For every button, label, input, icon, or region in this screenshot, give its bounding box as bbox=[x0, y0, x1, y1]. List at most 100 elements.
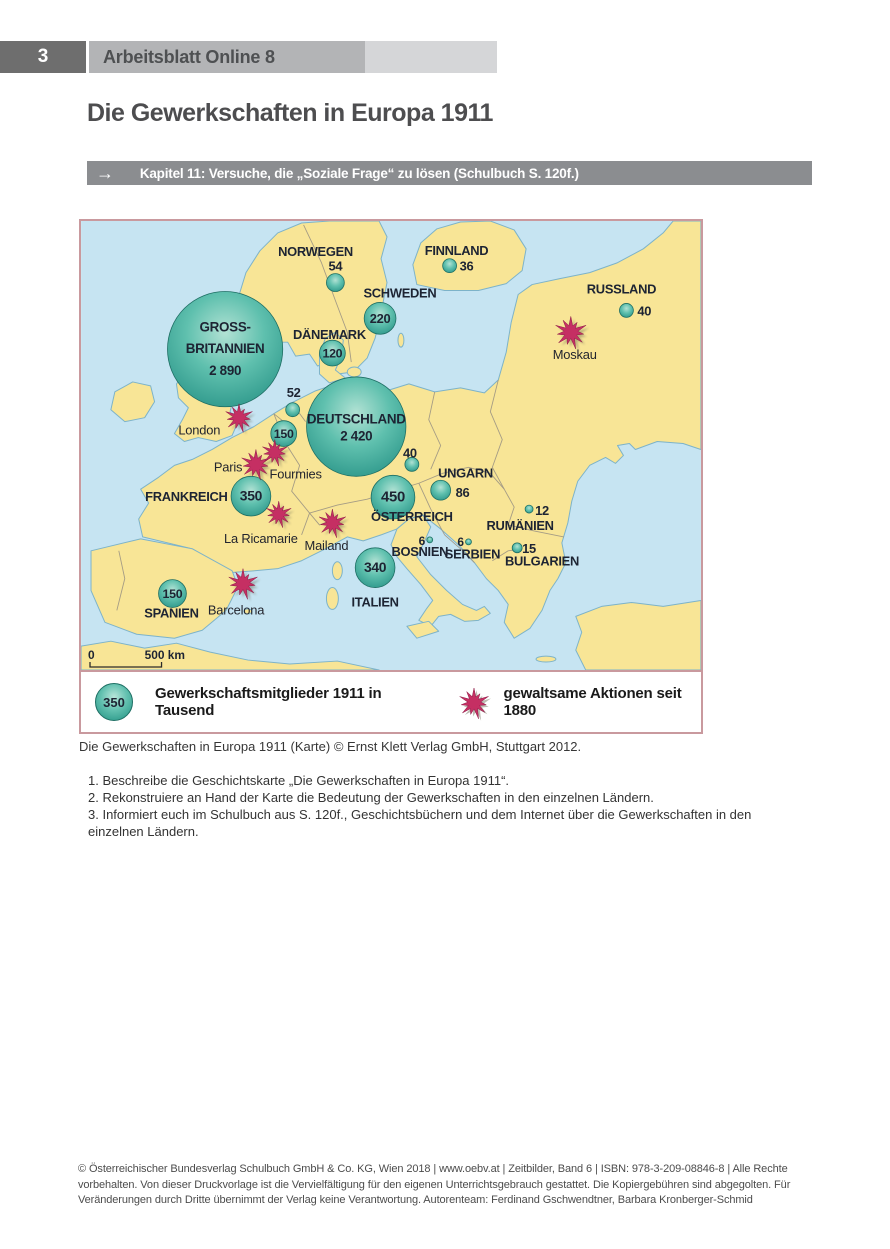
arrow-right-icon: → bbox=[96, 163, 114, 183]
country-label-oesterreich: ÖSTERREICH bbox=[371, 509, 453, 524]
map-caption: Die Gewerkschaften in Europa 1911 (Karte… bbox=[79, 739, 582, 754]
star-burst-icon bbox=[266, 501, 292, 528]
country-label-daenemark: DÄNEMARK bbox=[293, 327, 367, 342]
country-label-russland: RUSSLAND bbox=[587, 282, 656, 297]
member-circle-frankreich bbox=[230, 475, 272, 517]
member-circle-italien bbox=[354, 547, 396, 588]
island-zealand bbox=[346, 366, 362, 378]
value-label-finnland: 36 bbox=[460, 259, 474, 274]
country-spanien: 150 bbox=[158, 579, 187, 608]
chapter-banner-text: Kapitel 11: Versuche, die „Soziale Frage… bbox=[139, 165, 579, 181]
value-label-boehmen-40: 40 bbox=[403, 445, 417, 460]
city-label-fourmies: Fourmies bbox=[270, 466, 322, 481]
north-africa bbox=[81, 640, 380, 670]
island-sardinia bbox=[325, 587, 339, 610]
turkey bbox=[575, 599, 701, 670]
city-label-la-ricamarie: La Ricamarie bbox=[224, 531, 298, 546]
circle-value: 150 bbox=[274, 427, 294, 441]
member-circle-finnland bbox=[442, 258, 457, 274]
circle-text: BRITANNIEN bbox=[186, 341, 265, 356]
island-corsica bbox=[331, 561, 343, 581]
circle-value: 220 bbox=[370, 311, 391, 326]
country-label-norwegen: NORWEGEN bbox=[278, 244, 353, 259]
value-label-bulgarien: 15 bbox=[522, 541, 536, 556]
city-label-mailand: Mailand bbox=[305, 538, 349, 553]
italy bbox=[390, 514, 491, 627]
country-ungarn bbox=[430, 479, 451, 501]
member-circle-ungarn bbox=[430, 479, 451, 501]
violent-action-fourmies bbox=[262, 439, 291, 469]
star-burst-icon bbox=[225, 403, 253, 433]
city-label-barcelona: Barcelona bbox=[208, 602, 265, 617]
city-label-paris: Paris bbox=[214, 459, 242, 474]
violent-action-barcelona bbox=[228, 568, 261, 602]
legend-star-icon bbox=[459, 687, 491, 721]
country-grossbritannien: GROSS- BRITANNIEN 2 890 bbox=[167, 291, 284, 408]
circle-text: GROSS- bbox=[200, 319, 251, 334]
value-label-rumaenien: 12 bbox=[535, 503, 549, 518]
island-crete bbox=[535, 655, 557, 663]
circle-value: 150 bbox=[163, 587, 183, 601]
value-label-bosnien: 6 bbox=[419, 534, 426, 548]
violent-action-mailand bbox=[318, 509, 349, 541]
task-1: 1. Beschreibe die Geschichtskarte „Die G… bbox=[88, 773, 510, 788]
worksheet-title: Arbeitsblatt Online 8 bbox=[103, 46, 275, 67]
country-label-italien: ITALIEN bbox=[352, 594, 399, 609]
member-circle-norwegen bbox=[326, 273, 345, 292]
value-label-niederlande-52: 52 bbox=[287, 385, 301, 400]
country-boehmen-40 bbox=[404, 457, 420, 472]
country-serbien bbox=[465, 538, 472, 546]
unit-number-box: 3 bbox=[0, 41, 86, 73]
scale-label: 500 km bbox=[145, 648, 185, 662]
violent-action-la-ricamarie bbox=[266, 501, 295, 531]
scale-bar bbox=[89, 662, 163, 668]
task-list: 1. Beschreibe die Geschichtskarte „Die G… bbox=[88, 772, 804, 840]
country-label-bulgarien: BULGARIEN bbox=[505, 554, 579, 569]
map-figure: 220 120 GROSS- BRITANNIEN 2 890 150 DEUTSCHLAN… bbox=[79, 219, 703, 734]
value-label-ungarn: 86 bbox=[456, 485, 470, 500]
member-circle-bulgarien bbox=[511, 542, 523, 554]
violent-action-moskau bbox=[555, 316, 590, 352]
country-label-schweden: SCHWEDEN bbox=[363, 285, 436, 300]
map-legend: 350 Gewerkschaftsmitglieder 1911 in Taus… bbox=[81, 670, 701, 732]
member-circle-grossbritannien bbox=[167, 291, 284, 408]
city-label-london: London bbox=[178, 423, 220, 438]
member-circle-belgien-150 bbox=[270, 420, 298, 447]
member-circle-schweden bbox=[363, 302, 397, 335]
country-label-finnland: FINNLAND bbox=[425, 243, 489, 258]
circle-text: 2 420 bbox=[340, 429, 372, 444]
member-circle-daenemark bbox=[319, 339, 346, 367]
unit-number: 3 bbox=[37, 46, 49, 67]
ireland bbox=[110, 381, 156, 423]
legend-star-label: gewaltsame Aktionen seit 1880 bbox=[503, 685, 682, 719]
country-norwegen bbox=[326, 273, 345, 292]
value-label-serbien: 6 bbox=[457, 535, 464, 549]
country-label-frankreich: FRANKREICH bbox=[145, 489, 227, 504]
country-schweden: 220 bbox=[363, 302, 397, 335]
country-label-serbien: SERBIEN bbox=[445, 547, 500, 562]
circle-value: 340 bbox=[364, 559, 387, 575]
scale-zero: 0 bbox=[88, 648, 95, 662]
map-scale: 0 500 km bbox=[88, 648, 185, 668]
circle-text: DEUTSCHLAND bbox=[307, 412, 406, 427]
union-member-circles: 220 120 GROSS- BRITANNIEN 2 890 150 DEUTSCHLAN… bbox=[158, 258, 634, 608]
city-label-moskau: Moskau bbox=[553, 347, 597, 362]
member-circle-spanien bbox=[158, 579, 187, 608]
chapter-banner: → Kapitel 11: Versuche, die „Soziale Fra… bbox=[87, 161, 812, 185]
country-label-spanien: SPANIEN bbox=[144, 605, 198, 620]
member-circle-deutschland bbox=[306, 376, 407, 477]
circle-value: 120 bbox=[322, 347, 342, 361]
legend-circle-value: 350 bbox=[103, 694, 125, 710]
country-rumaenien bbox=[524, 504, 534, 514]
copyright-footer: © Österreichischer Bundesverlag Schulbuc… bbox=[78, 1163, 791, 1206]
country-bosnien bbox=[426, 536, 434, 544]
task-3: 3. Informiert euch im Schulbuch aus S. 1… bbox=[88, 807, 752, 839]
worksheet-title-bar: Arbeitsblatt Online 8 bbox=[89, 41, 365, 73]
member-circle-niederlande-52 bbox=[285, 402, 301, 418]
member-circle-boehmen-40 bbox=[404, 457, 420, 472]
country-niederlande-52 bbox=[285, 402, 301, 418]
country-label-ungarn: UNGARN bbox=[438, 465, 493, 480]
